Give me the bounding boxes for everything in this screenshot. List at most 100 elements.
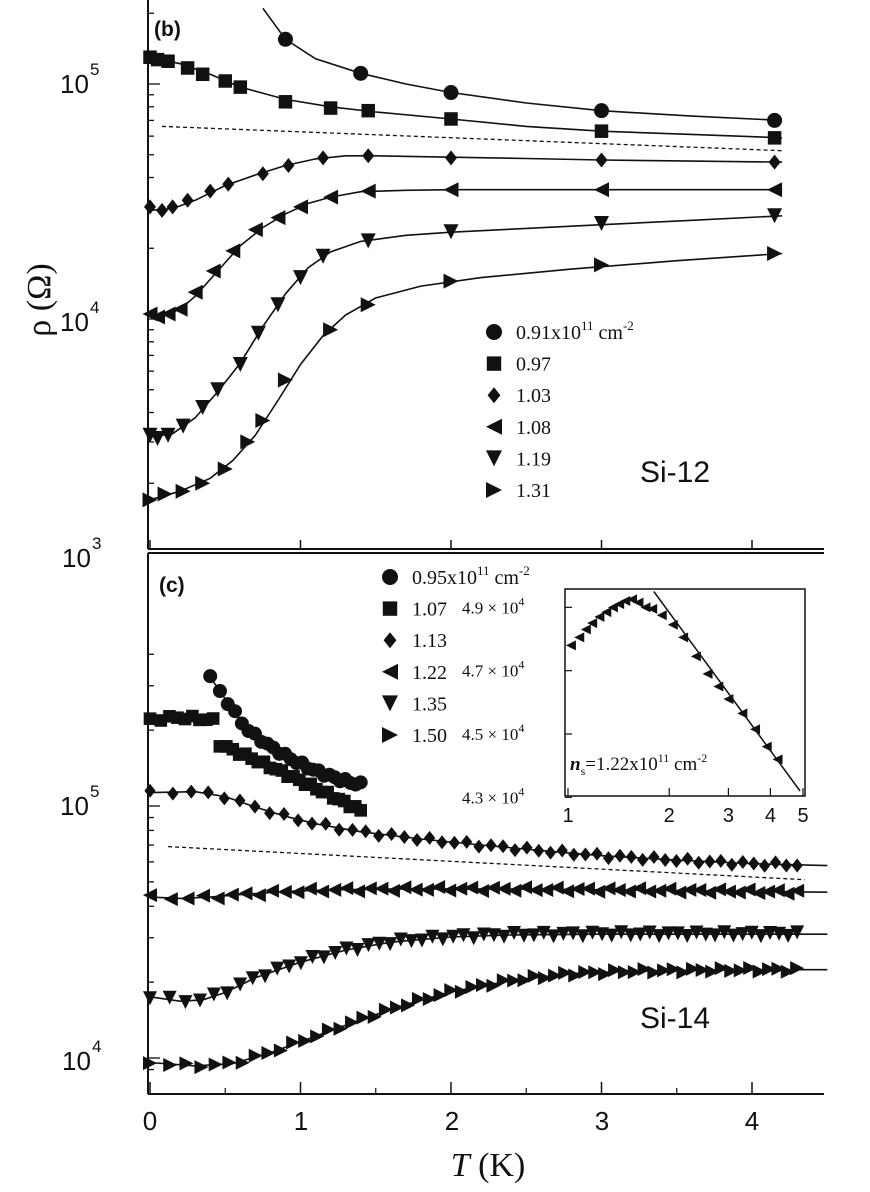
data-point [648, 849, 660, 864]
legend-entry: 1.22 [382, 662, 447, 684]
data-point [642, 884, 657, 899]
inset-data-point [750, 724, 761, 735]
data-point [466, 931, 481, 946]
data-point [475, 978, 490, 993]
data-point [156, 202, 169, 218]
data-point [414, 933, 429, 948]
data-point [692, 883, 707, 898]
data-point [591, 884, 606, 899]
data-point [206, 987, 221, 1002]
data-point [323, 189, 339, 205]
inset-annotation: ns=1.22x1011 cm-2 [570, 751, 707, 778]
y-tick-c-1e5: 10 5 [60, 782, 99, 821]
data-point [255, 412, 271, 428]
data-point [256, 166, 269, 182]
data-point [351, 884, 366, 899]
data-point [144, 199, 156, 215]
legend-label: 1.31 [516, 480, 551, 502]
legend-entry: 1.07 [382, 599, 447, 621]
data-point [753, 929, 768, 944]
data-point [180, 891, 195, 906]
data-point [408, 882, 423, 897]
data-point [601, 881, 616, 896]
series-1.03 [144, 148, 783, 218]
data-point [733, 963, 748, 978]
data-point [708, 928, 723, 943]
data-point [714, 961, 729, 976]
data-point [240, 434, 256, 450]
inset-y-tick-label: 4.3 × 104 [462, 784, 524, 807]
y-tick-base: 10 [60, 307, 89, 337]
dashed-reference-line [168, 845, 805, 881]
data-point [585, 925, 600, 940]
data-point [735, 927, 750, 942]
data-point [591, 846, 603, 861]
x-axis-title: T (K) [451, 1147, 526, 1184]
data-point [681, 851, 694, 866]
data-point [623, 928, 638, 943]
data-point [731, 885, 746, 900]
data-point [433, 988, 448, 1003]
data-point [144, 783, 156, 798]
data-point [162, 990, 177, 1005]
data-point [222, 176, 235, 192]
legend-entry: 1.31 [486, 480, 551, 502]
inset-x-tick-label: 4 [765, 805, 776, 827]
data-point [205, 263, 221, 279]
data-point [339, 881, 354, 896]
data-point [333, 822, 345, 837]
data-point [233, 80, 248, 94]
data-point [390, 1000, 405, 1015]
data-point [521, 840, 533, 855]
data-point [264, 883, 279, 898]
data-point [791, 858, 803, 873]
legend-label: 0.97 [516, 354, 551, 376]
data-point [202, 785, 214, 800]
legend-marker [382, 569, 398, 585]
inset-data-point [626, 594, 637, 605]
data-point [752, 964, 767, 979]
data-point [528, 883, 543, 898]
legend-label: 1.13 [412, 630, 447, 652]
data-point [178, 995, 193, 1010]
data-point [320, 816, 332, 831]
legend-marker [486, 482, 502, 498]
data-point [195, 400, 211, 416]
inset-x-tick-label: 3 [723, 805, 734, 827]
data-point [558, 965, 573, 980]
data-point [315, 248, 331, 264]
series-0.97 [143, 50, 783, 145]
legend-label: 1.50 [412, 725, 447, 747]
data-point [293, 956, 308, 971]
y-axis-title: ρ (Ω) [21, 263, 58, 336]
fit-curve [149, 188, 783, 317]
data-point [518, 880, 533, 895]
data-point [361, 103, 375, 118]
data-point [539, 882, 554, 897]
inset-x-tick-label: 1 [562, 805, 573, 827]
data-point [768, 154, 781, 170]
data-point [195, 475, 211, 491]
data-point [546, 929, 561, 944]
data-point [251, 888, 266, 903]
data-point [475, 883, 490, 898]
data-point [666, 962, 681, 977]
data-point [556, 843, 568, 858]
series-1.50 [143, 960, 805, 1075]
fit-curve [149, 215, 783, 438]
legend-marker [383, 632, 397, 649]
inset-data-point [580, 624, 591, 635]
data-point [769, 855, 782, 870]
data-point [150, 52, 165, 67]
data-point [411, 991, 426, 1006]
data-point [228, 704, 243, 719]
data-point [360, 824, 372, 839]
inset-labels: 1 2 3 4 5 4.9 × 104 4.7 × 104 4.5 × 104 4.3 × 10… [462, 594, 809, 827]
inset-data-point [587, 618, 598, 629]
data-point [323, 101, 338, 115]
data-point [316, 950, 331, 965]
data-point [496, 973, 511, 988]
y-tick-b-1e4: 10 4 [60, 298, 99, 337]
data-point [321, 1022, 336, 1037]
data-point [549, 880, 564, 895]
